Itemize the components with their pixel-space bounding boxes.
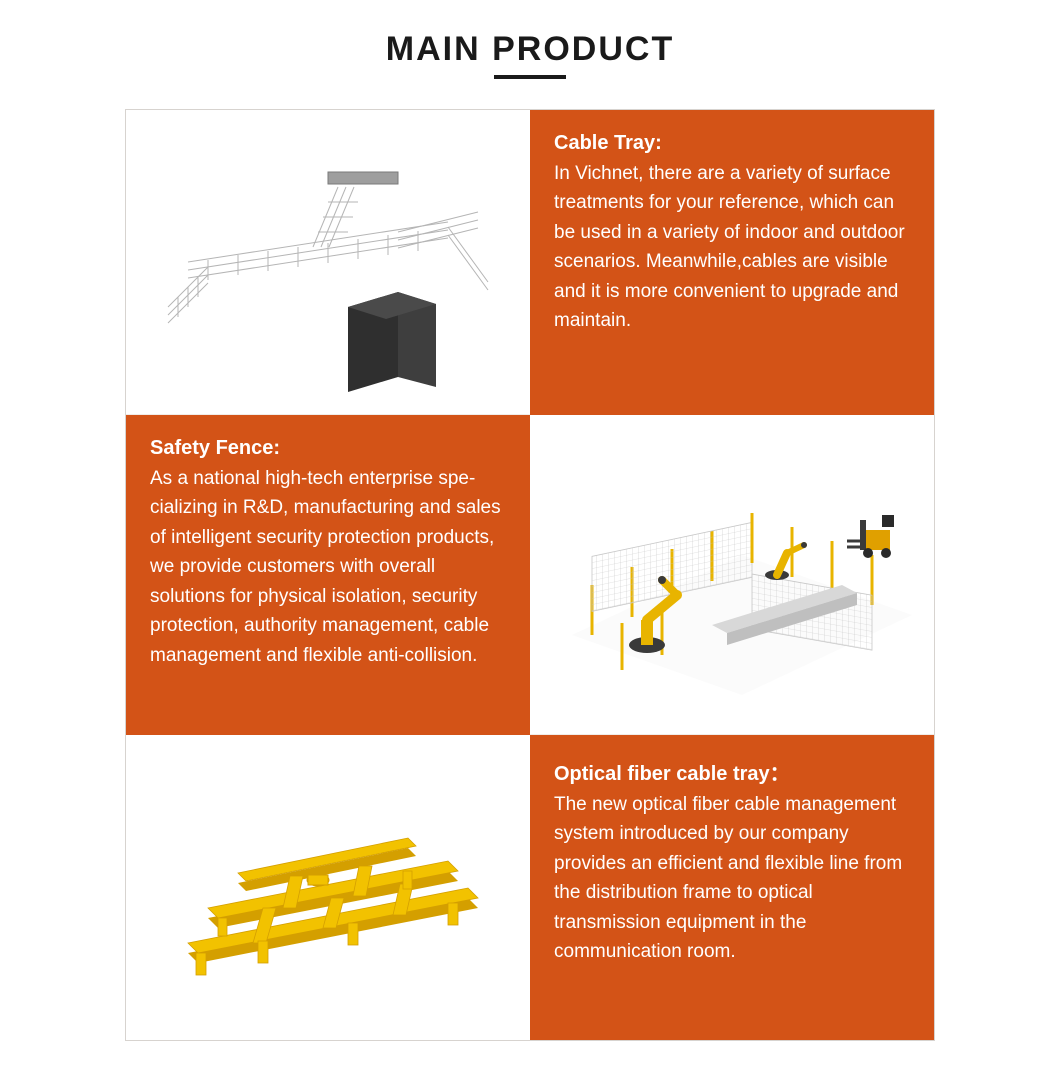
product-title: Cable Tray: xyxy=(554,132,910,155)
page-title: MAIN PRODUCT xyxy=(386,30,674,69)
product-image-safety-fence xyxy=(530,415,934,735)
cable-tray-illustration xyxy=(148,132,508,392)
product-text-cable-tray: Cable Tray: In Vichnet, there are a vari… xyxy=(530,110,934,415)
product-image-cable-tray xyxy=(126,110,530,415)
optical-fiber-tray-illustration xyxy=(148,758,508,1018)
page-title-text: MAIN PRODUCT xyxy=(386,30,674,68)
product-grid: Cable Tray: In Vichnet, there are a vari… xyxy=(125,109,935,1041)
product-text-safety-fence: Safety Fence: As a national high-tech en… xyxy=(126,415,530,735)
safety-fence-illustration xyxy=(542,435,922,715)
heading-underline xyxy=(494,75,566,79)
product-title: Safety Fence: xyxy=(150,437,506,460)
heading-container: MAIN PRODUCT xyxy=(0,30,1060,69)
product-title: Optical fiber cable tray： xyxy=(554,757,910,786)
product-text-optical-fiber: Optical fiber cable tray： The new optica… xyxy=(530,735,934,1040)
product-description: The new optical fiber cable manage­ment … xyxy=(554,790,910,967)
product-image-optical-fiber xyxy=(126,735,530,1040)
product-description: As a national high-tech enterprise spe­c… xyxy=(150,464,506,670)
product-description: In Vichnet, there are a variety of surfa… xyxy=(554,159,910,336)
